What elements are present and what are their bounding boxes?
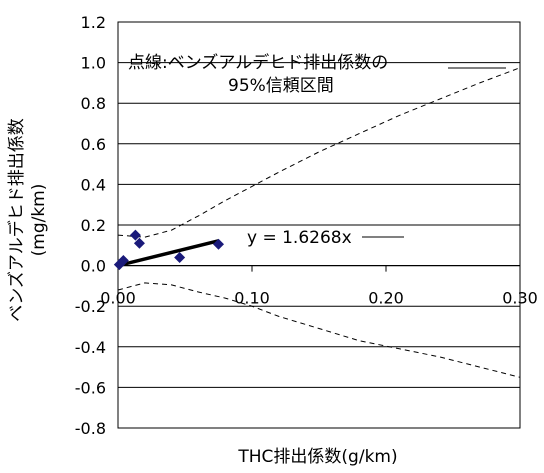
x-tick-label: 0.10 [234,289,270,308]
ci-annotation-line2: 95%信頼区間 [228,76,334,96]
y-tick-label: 0.4 [81,175,106,194]
ci-lower-curve [117,282,521,378]
y-tick-label: -0.4 [75,338,106,357]
regression-line [117,239,219,268]
y-tick-label: 0.8 [81,94,106,113]
x-axis [117,265,521,272]
data-point [129,229,141,241]
y-axis-label: ベンズアルデヒド排出係数 [6,118,27,322]
x-tick-label: 0.20 [368,289,404,308]
y-tick-label: 0.2 [81,216,106,235]
data-point [117,255,129,267]
x-axis-label: THC排出係数(g/km) [237,447,397,467]
x-tick-label: 0.30 [502,289,538,308]
y-tick-label: 1.0 [81,54,106,73]
y-axis-unit-label: (mg/km) [29,184,49,257]
data-point [213,238,224,250]
y-tick-labels: -0.8 -0.6 -0.4 -0.2 0.0 0.2 0.4 0.6 0.8 1.0 1.2 [75,13,106,438]
y-tick-label: 1.2 [81,13,106,32]
y-tick-label: -0.8 [75,419,106,438]
ci-upper-curve [117,67,521,238]
plot-frame [117,21,521,429]
data-point [174,251,186,263]
y-tick-label: -0.6 [75,378,106,397]
x-tick-labels: 0.00 0.10 0.20 0.30 [100,289,538,308]
data-points [113,229,224,271]
regression-equation-label: y = 1.6268x [247,228,352,248]
ci-annotation-line1: 点線:ベンズアルデヒド排出係数の [128,52,388,73]
x-tick-label: 0.00 [100,289,136,308]
y-tick-label: 0.6 [81,135,106,154]
y-tick-label: -0.2 [75,297,106,316]
y-tick-label: 0.0 [81,257,106,276]
regression-line-segment [117,239,219,268]
confidence-band [117,67,521,378]
data-point [133,237,145,249]
